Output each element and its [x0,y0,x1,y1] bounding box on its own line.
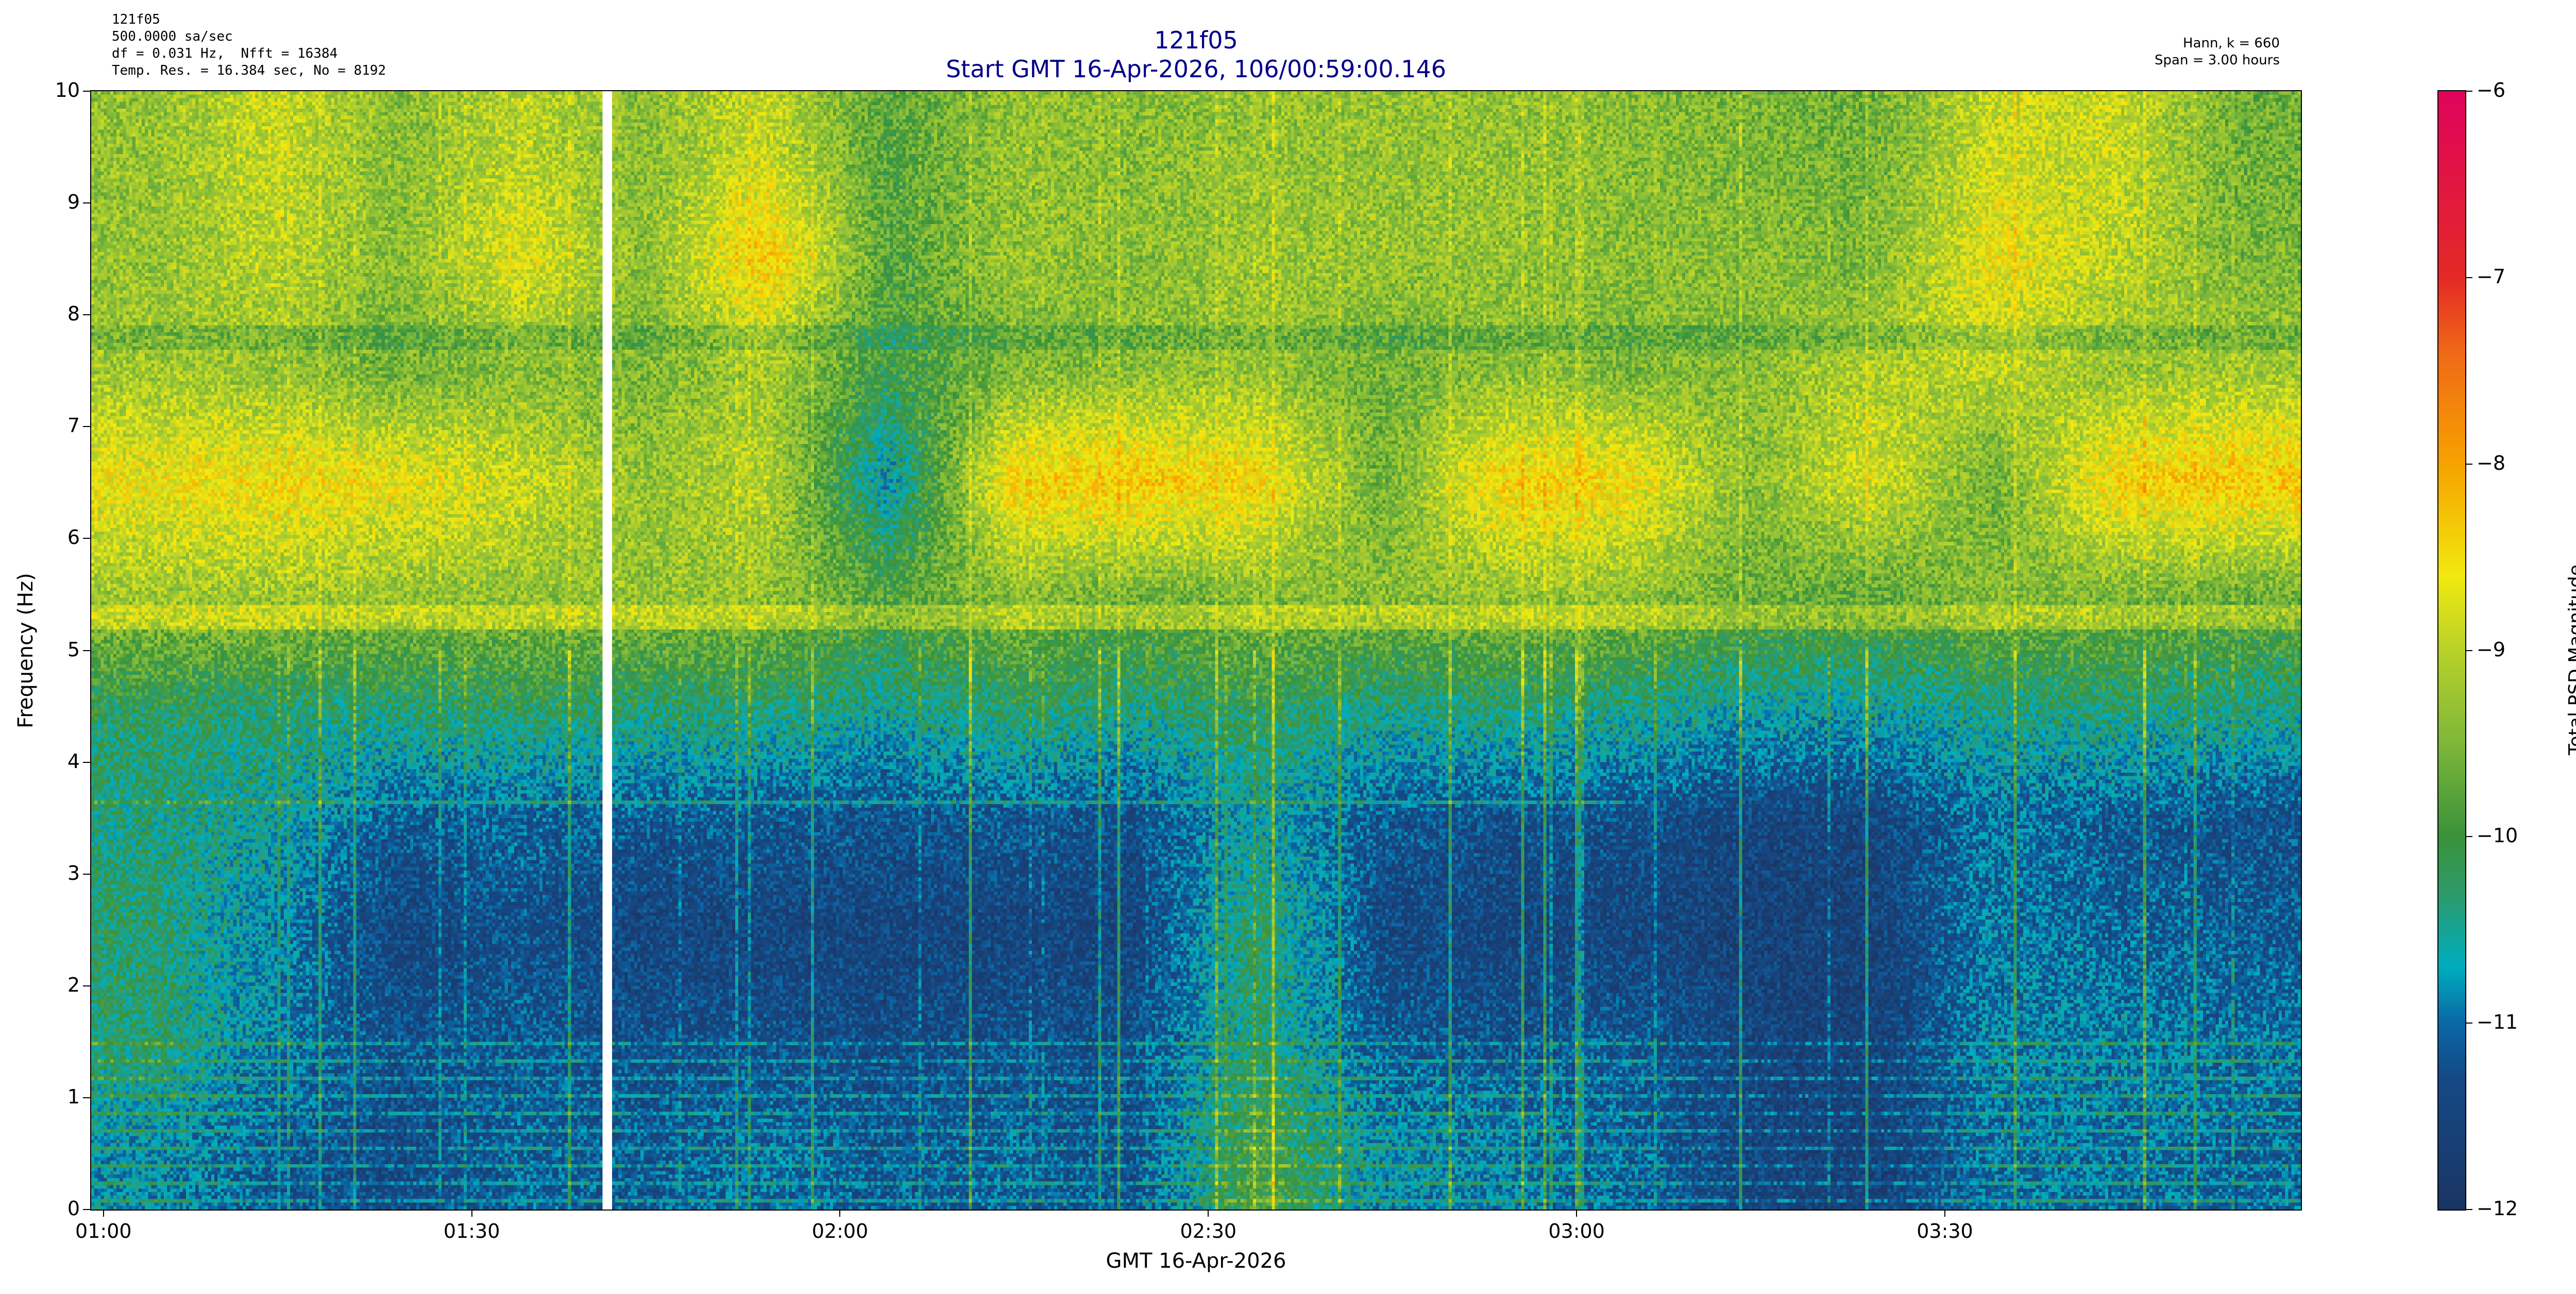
x-tick-label: 02:00 [811,1220,869,1242]
x-tick-label: 03:30 [1917,1220,1973,1242]
y-tick [83,202,90,204]
y-tick-label: 9 [67,191,80,214]
info-line: Hann, k = 660 [2183,36,2280,51]
colorbar-tick [2465,91,2472,92]
x-tick-label: 01:30 [443,1220,500,1242]
spectrogram-plot [90,90,2302,1211]
info-text-left: 121f05 500.0000 sa/sec df = 0.031 Hz, Nfft… [112,11,386,79]
y-tick [83,985,90,986]
y-tick-label: 6 [67,526,80,549]
x-tick-label: 03:00 [1548,1220,1605,1242]
y-tick-label: 10 [55,79,80,101]
colorbar-tick [2465,1209,2472,1210]
y-tick-label: 7 [67,414,80,437]
y-tick-label: 5 [67,638,80,661]
info-line: Span = 3.00 hours [2155,53,2280,68]
info-line: 121f05 [112,12,160,27]
y-tick [83,873,90,875]
colorbar-tick-label: −9 [2477,638,2506,661]
colorbar-tick-label: −8 [2477,451,2506,474]
x-tick-label: 02:30 [1180,1220,1237,1242]
x-tick [839,1210,841,1217]
y-tick-label: 1 [67,1085,80,1108]
title-line-2: Start GMT 16-Apr-2026, 106/00:59:00.146 [945,55,1447,83]
y-tick [83,650,90,651]
info-line: df = 0.031 Hz, Nfft = 16384 [112,46,338,61]
x-axis-label: GMT 16-Apr-2026 [1106,1249,1286,1273]
y-tick [83,538,90,539]
x-tick [1944,1210,1945,1217]
colorbar-tick-label: −12 [2477,1197,2518,1220]
colorbar-label: Total PSD Magnitude [log10(g^2/Hz)] [2565,565,2576,755]
y-tick-label: 8 [67,302,80,326]
y-tick [83,314,90,316]
y-tick [83,91,90,92]
colorbar-gradient [2438,91,2465,1210]
title-line-1: 121f05 [1154,26,1238,54]
info-text-right: Hann, k = 660 Span = 3.00 hours [2155,35,2280,69]
x-tick [1208,1210,1209,1217]
x-tick [103,1210,104,1217]
colorbar-tick [2465,836,2472,838]
y-tick-label: 4 [67,750,80,773]
y-tick [83,1097,90,1098]
colorbar-frame [2437,90,2466,1211]
spectrogram-heatmap [91,91,2301,1210]
y-tick [83,426,90,428]
colorbar-tick [2465,277,2472,278]
colorbar-tick [2465,1023,2472,1024]
x-tick [1576,1210,1578,1217]
colorbar [2437,90,2466,1211]
colorbar-tick-label: −7 [2477,265,2506,288]
x-tick [471,1210,472,1217]
info-line: 500.0000 sa/sec [112,29,233,44]
x-tick-label: 01:00 [75,1220,132,1242]
colorbar-tick-label: −11 [2477,1011,2518,1034]
y-tick [83,761,90,763]
y-tick-label: 3 [67,861,80,884]
info-line: Temp. Res. = 16.384 sec, No = 8192 [112,63,386,78]
colorbar-tick [2465,650,2472,651]
y-axis-label: Frequency (Hz) [14,573,38,728]
y-tick-label: 0 [67,1197,80,1220]
colorbar-tick-label: −6 [2477,79,2506,101]
colorbar-tick [2465,463,2472,465]
y-tick [83,1209,90,1210]
colorbar-tick-label: −10 [2477,824,2518,847]
y-tick-label: 2 [67,973,80,996]
chart-title: 121f05 Start GMT 16-Apr-2026, 106/00:59:… [91,26,2301,83]
